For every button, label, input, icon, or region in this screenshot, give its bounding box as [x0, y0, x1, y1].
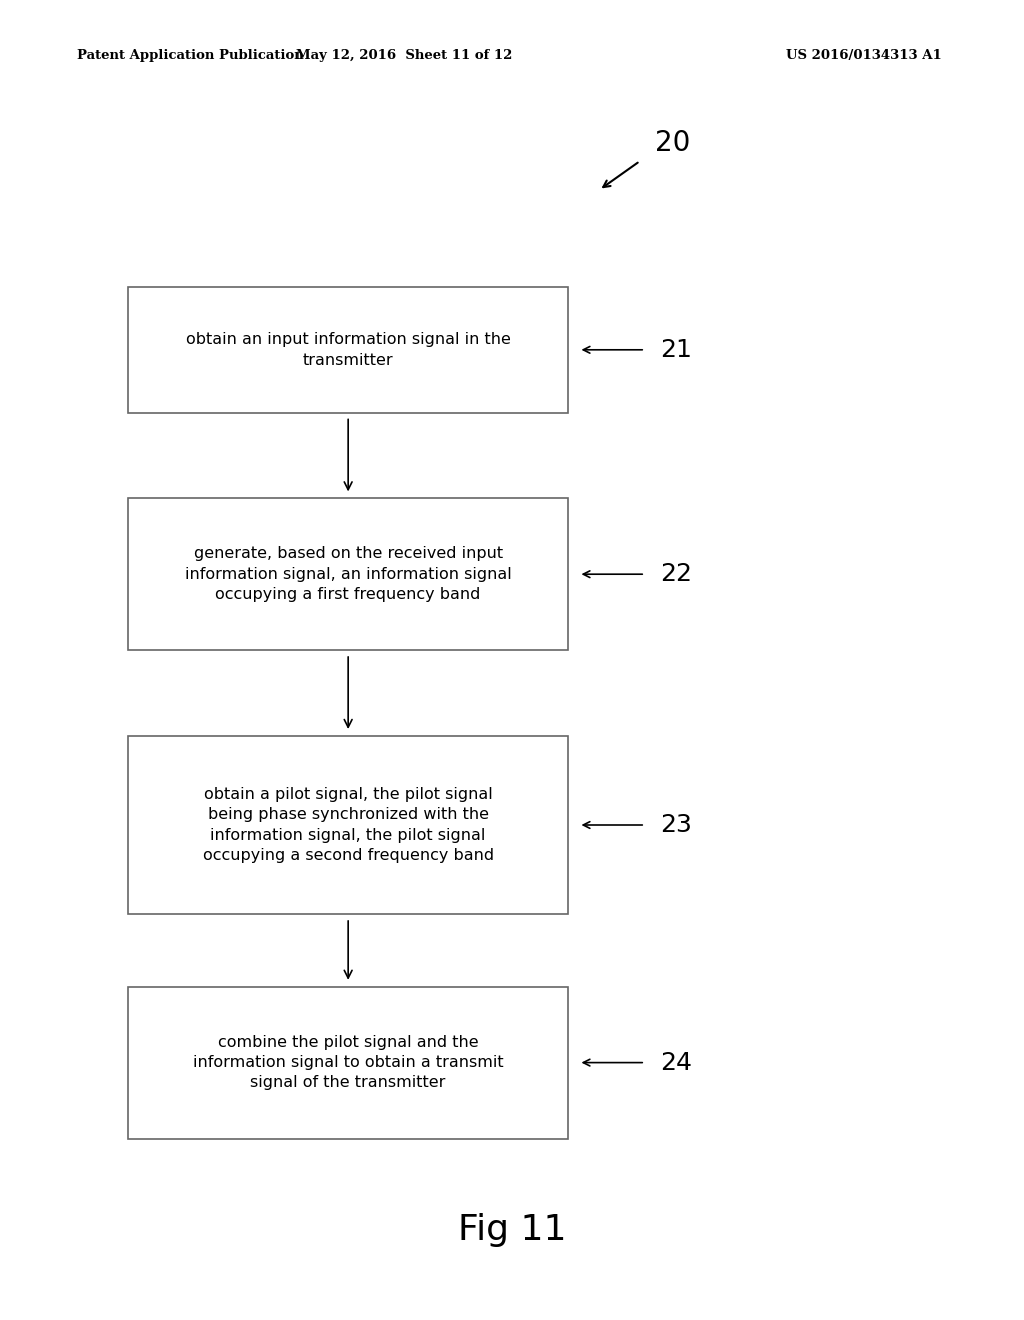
- Bar: [128, 737, 568, 913]
- Text: obtain an input information signal in the
transmitter: obtain an input information signal in th…: [185, 333, 511, 367]
- Text: US 2016/0134313 A1: US 2016/0134313 A1: [786, 49, 942, 62]
- Text: 21: 21: [660, 338, 692, 362]
- Text: generate, based on the received input
information signal, an information signal
: generate, based on the received input in…: [184, 546, 512, 602]
- Text: obtain a pilot signal, the pilot signal
being phase synchronized with the
inform: obtain a pilot signal, the pilot signal …: [203, 787, 494, 863]
- Text: 22: 22: [660, 562, 692, 586]
- Bar: [128, 499, 568, 651]
- Bar: [128, 987, 568, 1138]
- Text: 24: 24: [660, 1051, 692, 1074]
- Text: combine the pilot signal and the
information signal to obtain a transmit
signal : combine the pilot signal and the informa…: [193, 1035, 504, 1090]
- Text: Fig 11: Fig 11: [458, 1213, 566, 1247]
- Text: May 12, 2016  Sheet 11 of 12: May 12, 2016 Sheet 11 of 12: [296, 49, 513, 62]
- Text: 23: 23: [660, 813, 692, 837]
- Text: Patent Application Publication: Patent Application Publication: [77, 49, 303, 62]
- Bar: [128, 288, 568, 412]
- Text: 20: 20: [655, 128, 691, 157]
